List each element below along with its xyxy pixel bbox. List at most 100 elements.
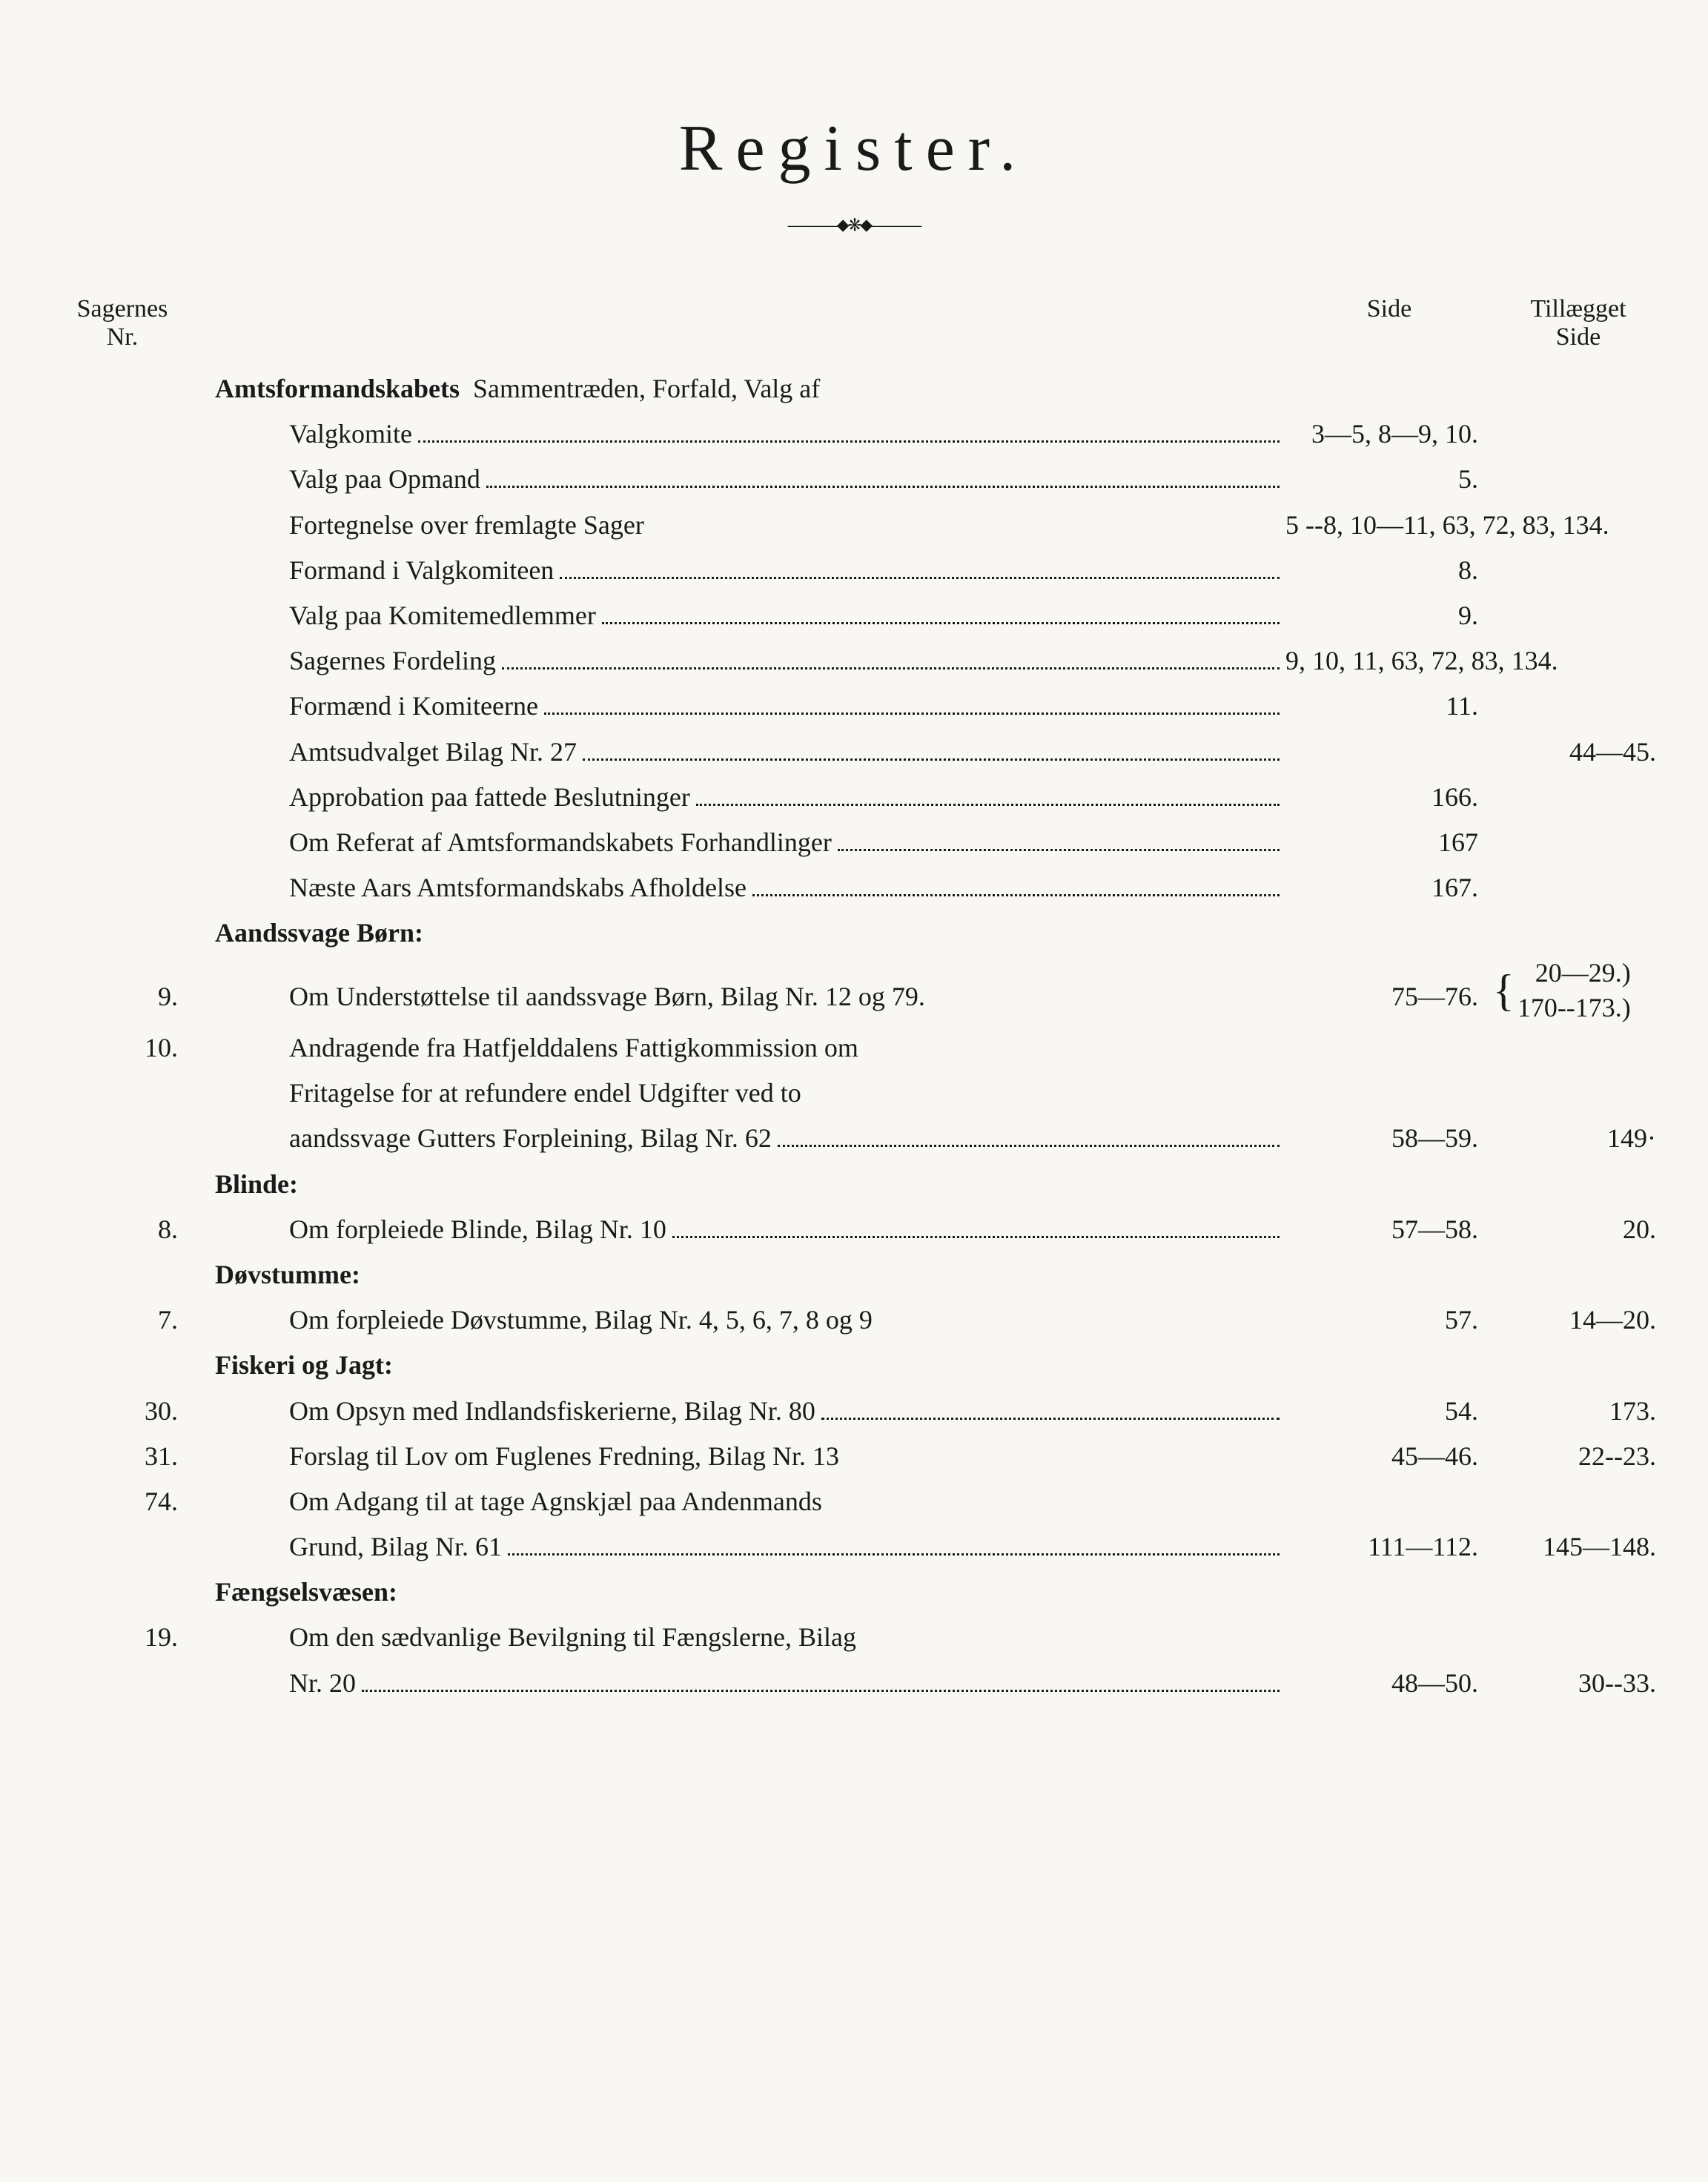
entry-tillaeg: 22--23. xyxy=(1493,1434,1664,1479)
index-row: Formand i Valgkomiteen 8. xyxy=(44,548,1664,593)
section-head: Amtsformandskabets xyxy=(215,374,460,403)
entry-side: 167. xyxy=(1285,865,1493,910)
entry-tillaeg: 14—20. xyxy=(1493,1297,1664,1343)
entry-text: Nr. 20 xyxy=(289,1661,356,1706)
entry-text: Om den sædvanlige Bevilgning til Fængsle… xyxy=(289,1615,856,1660)
index-row: Fortegnelse over fremlagte Sager 5 --8, … xyxy=(44,503,1664,548)
entry-side: 57. xyxy=(1285,1297,1493,1343)
entry-tillaeg: 44—45. xyxy=(1493,730,1664,775)
index-row: Formænd i Komiteerne 11. xyxy=(44,684,1664,729)
index-row: 74. Om Adgang til at tage Agnskjæl paa A… xyxy=(44,1479,1664,1524)
entry-text: Om Understøttelse til aandssvage Børn, B… xyxy=(289,974,925,1019)
entry-side: 167 xyxy=(1285,820,1493,865)
entry-side: 48—50. xyxy=(1285,1661,1493,1706)
entry-text: Om Opsyn med Indlandsfiskerierne, Bilag … xyxy=(289,1389,815,1434)
entry-side: 11. xyxy=(1285,684,1493,729)
entry-side: 9. xyxy=(1285,593,1493,638)
entry-nr: 31. xyxy=(44,1434,215,1479)
entry-text: Om forpleiede Døvstumme, Bilag Nr. 4, 5,… xyxy=(289,1297,873,1343)
index-row: Valg paa Komitemedlemmer 9. xyxy=(44,593,1664,638)
section-head: Fængselsvæsen: xyxy=(215,1570,397,1615)
entry-nr: 74. xyxy=(44,1479,215,1524)
index-row: Blinde: xyxy=(44,1162,1664,1207)
section-head: Blinde: xyxy=(215,1162,298,1207)
entry-text: Om forpleiede Blinde, Bilag Nr. 10 xyxy=(289,1207,666,1252)
entry-tillaeg: 30--33. xyxy=(1493,1661,1664,1706)
entry-side: 45—46. xyxy=(1285,1434,1493,1479)
entry-side: 166. xyxy=(1285,775,1493,820)
tillaeg-line: 20—29.) xyxy=(1535,958,1631,988)
entry-side: 57—58. xyxy=(1285,1207,1493,1252)
entry-side: 5 --8, 10—11, 63, 72, 83, 134. xyxy=(1285,503,1493,548)
entry-nr: 19. xyxy=(44,1615,215,1660)
entry-text: Andragende fra Hatfjelddalens Fattigkomm… xyxy=(289,1025,858,1071)
entry-nr: 30. xyxy=(44,1389,215,1434)
header-tillaeg-line2: Side xyxy=(1493,323,1664,351)
index-row: Valg paa Opmand 5. xyxy=(44,457,1664,502)
section-head: Aandssvage Børn: xyxy=(215,910,423,956)
index-row: Fængselsvæsen: xyxy=(44,1570,1664,1615)
index-row: 8. Om forpleiede Blinde, Bilag Nr. 10 57… xyxy=(44,1207,1664,1252)
entry-text: Formænd i Komiteerne xyxy=(289,684,538,729)
index-row: aandssvage Gutters Forpleining, Bilag Nr… xyxy=(44,1116,1664,1161)
entry-text: Valg paa Opmand xyxy=(289,457,480,502)
entry-side: 3—5, 8—9, 10. xyxy=(1285,411,1493,457)
entry-text: Approbation paa fattede Beslutninger xyxy=(289,775,690,820)
entry-side: 75—76. xyxy=(1285,974,1493,1019)
index-row: Amtsudvalget Bilag Nr. 27 44—45. xyxy=(44,730,1664,775)
entry-text: Valg paa Komitemedlemmer xyxy=(289,593,596,638)
header-nr-line1: Sagernes xyxy=(44,295,200,323)
entry-text: Næste Aars Amtsformandskabs Afholdelse xyxy=(289,865,747,910)
entry-tillaeg: 145—148. xyxy=(1493,1524,1664,1570)
index-row: Amtsformandskabets Sammentræden, Forfald… xyxy=(44,366,1664,411)
entry-text: aandssvage Gutters Forpleining, Bilag Nr… xyxy=(289,1116,772,1161)
index-row: Valgkomite 3—5, 8—9, 10. xyxy=(44,411,1664,457)
entry-nr: 8. xyxy=(44,1207,215,1252)
brace-block: { 20—29.) 170--173.) xyxy=(1493,956,1656,1025)
index-row: Sagernes Fordeling 9, 10, 11, 63, 72, 83… xyxy=(44,638,1664,684)
index-row: 31. Forslag til Lov om Fuglenes Fredning… xyxy=(44,1434,1664,1479)
section-head-rest: Sammentræden, Forfald, Valg af xyxy=(473,374,820,403)
page-title: Register. xyxy=(44,111,1664,186)
tillaeg-line: 170--173.) xyxy=(1517,993,1631,1022)
index-row: 9. Om Understøttelse til aandssvage Børn… xyxy=(44,956,1664,1025)
section-head: Døvstumme: xyxy=(215,1252,360,1297)
index-row: Fritagelse for at refundere endel Udgift… xyxy=(44,1071,1664,1116)
section-head: Fiskeri og Jagt: xyxy=(215,1343,393,1388)
entry-text: Fritagelse for at refundere endel Udgift… xyxy=(289,1071,801,1116)
entry-side: 8. xyxy=(1285,548,1493,593)
entry-nr: 9. xyxy=(44,974,215,1019)
ornament-divider: ———⬥❋⬥——— xyxy=(44,216,1664,236)
entry-nr: 10. xyxy=(44,1025,215,1071)
index-row: Approbation paa fattede Beslutninger 166… xyxy=(44,775,1664,820)
index-row: Aandssvage Børn: xyxy=(44,910,1664,956)
entry-tillaeg: 173. xyxy=(1493,1389,1664,1434)
entry-side: 58—59. xyxy=(1285,1116,1493,1161)
index-row: Om Referat af Amtsformandskabets Forhand… xyxy=(44,820,1664,865)
entry-text: Fortegnelse over fremlagte Sager xyxy=(289,503,644,548)
entry-side: 111—112. xyxy=(1285,1524,1493,1570)
entry-tillaeg: 149· xyxy=(1493,1116,1664,1161)
entry-text: Valgkomite xyxy=(289,411,412,457)
header-nr: Sagernes Nr. xyxy=(44,295,215,351)
entry-tillaeg: 20. xyxy=(1493,1207,1664,1252)
entry-side: 54. xyxy=(1285,1389,1493,1434)
entry-side: 9, 10, 11, 63, 72, 83, 134. xyxy=(1285,638,1493,684)
entry-text: Om Referat af Amtsformandskabets Forhand… xyxy=(289,820,832,865)
header-nr-line2: Nr. xyxy=(44,323,200,351)
entry-text: Forslag til Lov om Fuglenes Fredning, Bi… xyxy=(289,1434,839,1479)
entry-text: Sagernes Fordeling xyxy=(289,638,496,684)
entry-text: Formand i Valgkomiteen xyxy=(289,548,554,593)
entry-side: 5. xyxy=(1285,457,1493,502)
header-side: Side xyxy=(1285,295,1493,351)
index-row: 30. Om Opsyn med Indlandsfiskerierne, Bi… xyxy=(44,1389,1664,1434)
index-row: 7. Om forpleiede Døvstumme, Bilag Nr. 4,… xyxy=(44,1297,1664,1343)
index-row: Grund, Bilag Nr. 61 111—112. 145—148. xyxy=(44,1524,1664,1570)
index-row: 10. Andragende fra Hatfjelddalens Fattig… xyxy=(44,1025,1664,1071)
column-headers: Sagernes Nr. Side Tillægget Side xyxy=(44,295,1664,351)
entry-text: Amtsudvalget Bilag Nr. 27 xyxy=(289,730,577,775)
index-row: Fiskeri og Jagt: xyxy=(44,1343,1664,1388)
index-row: Nr. 20 48—50. 30--33. xyxy=(44,1661,1664,1706)
entry-text: Om Adgang til at tage Agnskjæl paa Anden… xyxy=(289,1479,822,1524)
header-tillaeg-line1: Tillægget xyxy=(1493,295,1664,323)
